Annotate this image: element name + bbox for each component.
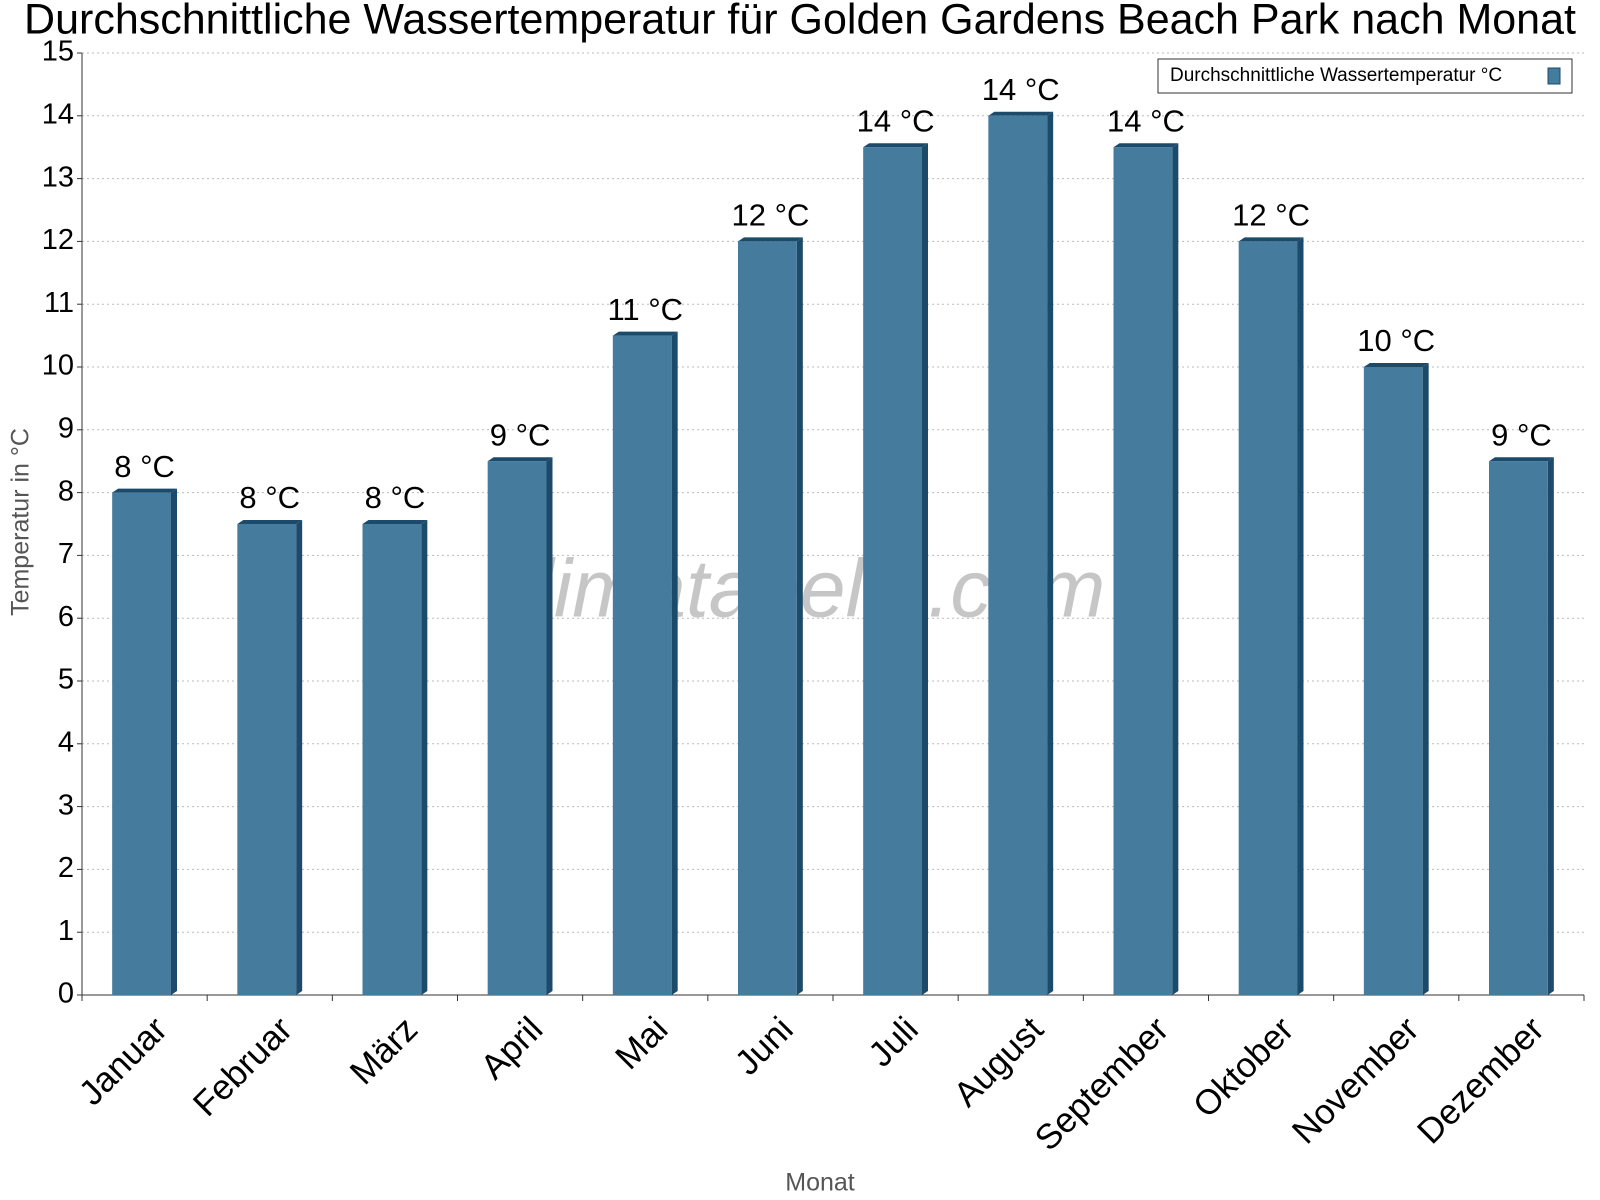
- x-tick-label: Juli: [861, 1010, 926, 1075]
- y-tick-label: 12: [42, 224, 74, 256]
- bar-top: [1363, 363, 1429, 367]
- y-axis-label: Temperatur in °C: [7, 428, 35, 616]
- bar-side: [546, 457, 553, 995]
- bar-top: [362, 520, 428, 524]
- y-tick-label: 2: [58, 852, 74, 884]
- x-tick-label: November: [1285, 1009, 1427, 1151]
- data-label: 8 °C: [114, 449, 175, 484]
- x-tick-label: Februar: [186, 1009, 300, 1123]
- y-tick-label: 15: [42, 36, 74, 68]
- x-tick-label: Oktober: [1186, 1009, 1302, 1125]
- y-tick-label: 11: [44, 287, 74, 319]
- bar-top: [112, 488, 177, 493]
- data-label: 10 °C: [1357, 323, 1435, 358]
- bar: [237, 524, 297, 995]
- y-tick-label: 5: [58, 664, 74, 696]
- y-tick-label: 6: [58, 601, 74, 633]
- data-label: 8 °C: [239, 480, 300, 515]
- data-label: 9 °C: [490, 417, 551, 452]
- data-label: 11 °C: [607, 292, 683, 327]
- x-tick-label: April: [473, 1010, 550, 1087]
- bar-side: [1547, 457, 1554, 995]
- y-tick-label: 3: [58, 789, 74, 821]
- y-tick-label: 7: [58, 538, 74, 570]
- chart-title: Durchschnittliche Wassertemperatur für G…: [24, 0, 1576, 43]
- bar-side: [170, 488, 177, 995]
- bar: [362, 524, 422, 995]
- y-tick-label: 13: [42, 161, 74, 193]
- y-tick-label: 8: [58, 475, 74, 507]
- x-tick-label: März: [343, 1010, 426, 1093]
- bar-side: [1422, 363, 1429, 995]
- bar-side: [1047, 111, 1054, 996]
- y-tick-label: 4: [58, 726, 74, 758]
- data-label: 14 °C: [857, 103, 935, 138]
- data-label: 8 °C: [365, 480, 426, 515]
- bar-side: [296, 520, 303, 995]
- bar: [612, 335, 672, 996]
- legend-label: Durchschnittliche Wassertemperatur °C: [1170, 65, 1502, 86]
- bar: [1238, 241, 1298, 995]
- bar-top: [1238, 237, 1304, 242]
- legend-box: [1157, 58, 1573, 94]
- x-tick-label: Mai: [608, 1010, 675, 1077]
- y-tick-label: 1: [58, 915, 74, 947]
- bar-top: [237, 520, 303, 524]
- x-tick-label: Juni: [728, 1010, 801, 1083]
- bar-top: [1489, 457, 1554, 462]
- bar: [863, 147, 922, 995]
- bar: [1113, 147, 1173, 995]
- bar-side: [796, 237, 803, 995]
- bar: [1363, 367, 1423, 995]
- bar: [112, 492, 171, 995]
- bar-side: [1172, 143, 1179, 995]
- bar-top: [988, 111, 1054, 116]
- bar-side: [1297, 237, 1304, 995]
- data-label: 12 °C: [1232, 198, 1310, 233]
- y-tick-label: 9: [58, 412, 74, 444]
- y-tick-label: 0: [58, 978, 74, 1010]
- x-tick-label: August: [946, 1009, 1051, 1114]
- bar: [738, 241, 797, 995]
- bar-side: [921, 143, 928, 995]
- legend-swatch: [1547, 67, 1561, 85]
- bar-top: [738, 237, 803, 242]
- data-label: 9 °C: [1491, 417, 1552, 452]
- data-label: 14 °C: [1107, 103, 1185, 138]
- legend: Durchschnittliche Wassertemperatur °C: [1157, 58, 1573, 94]
- y-tick-label: 10: [42, 350, 74, 382]
- bar: [988, 115, 1048, 996]
- x-tick-label: Januar: [72, 1009, 175, 1112]
- bar: [487, 461, 547, 995]
- bar-top: [863, 143, 928, 148]
- bar: [1489, 461, 1548, 995]
- bar-side: [421, 520, 428, 995]
- x-tick-label: September: [1027, 1009, 1176, 1158]
- data-label: 14 °C: [982, 72, 1060, 107]
- data-label: 12 °C: [731, 198, 809, 233]
- y-tick-label: 14: [42, 98, 74, 130]
- bar-top: [487, 457, 553, 462]
- bar-top: [612, 331, 678, 336]
- x-tick-label: Dezember: [1410, 1009, 1552, 1151]
- bar-top: [1113, 143, 1179, 148]
- bar-side: [671, 331, 678, 996]
- x-axis-label: Monat: [785, 1169, 855, 1197]
